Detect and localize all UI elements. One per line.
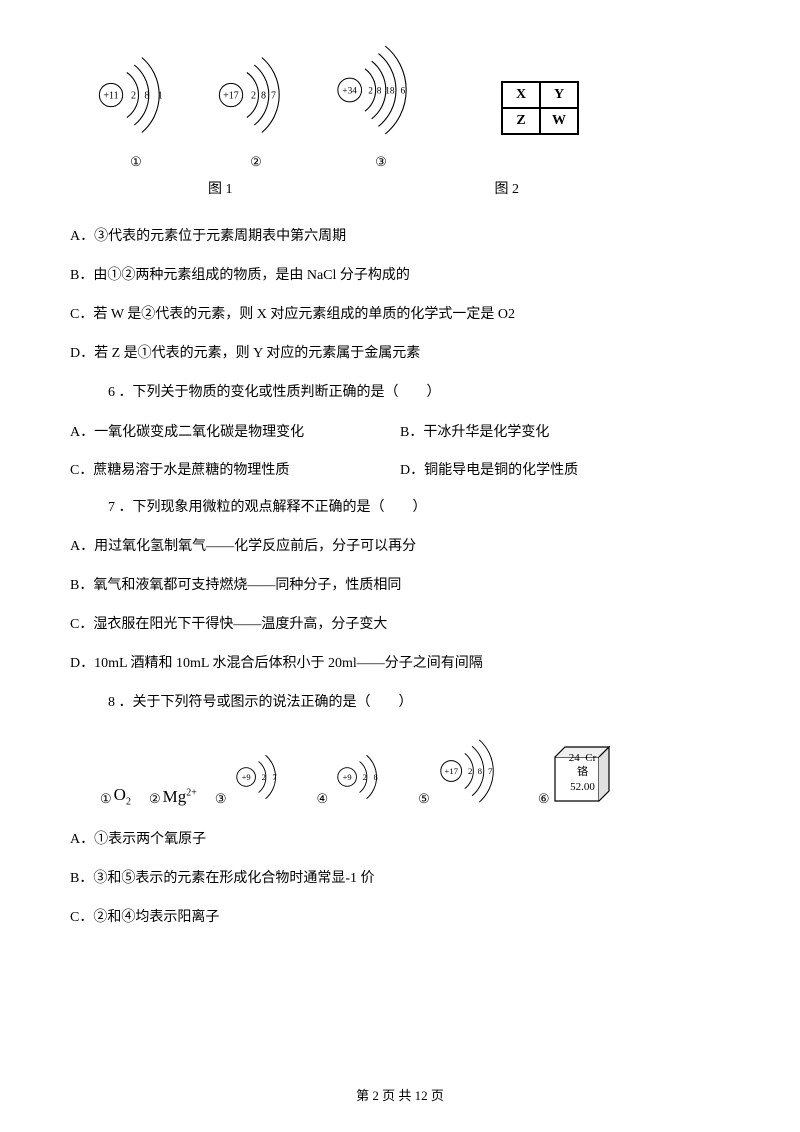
- grid-x: X: [502, 82, 540, 108]
- svg-text:7: 7: [488, 766, 493, 776]
- element-box: 24 Cr 铬 52.00: [551, 745, 613, 807]
- q6-stem: 6 ．下列关于物质的变化或性质判断正确的是（ ）: [108, 382, 730, 403]
- q5-opt-a: A．③代表的元素位于元素周期表中第六周期: [70, 226, 730, 247]
- svg-text:8: 8: [144, 90, 149, 101]
- q6-row1: A．一氧化碳变成二氧化碳是物理变化 B．干冰升华是化学变化: [70, 421, 730, 441]
- q5-opt-c: C．若 W 是②代表的元素，则 X 对应元素组成的单质的化学式一定是 O2: [70, 304, 730, 325]
- figure-1-row: +11 2 8 1 ① +17 2 8 7 ② +34 2: [86, 35, 730, 170]
- svg-text:8: 8: [377, 86, 382, 96]
- svg-text:+34: +34: [342, 86, 357, 96]
- svg-text:2: 2: [131, 90, 136, 101]
- atom-2-label: ②: [206, 154, 306, 170]
- q6-opt-d: D．铜能导电是铜的化学性质: [400, 459, 730, 479]
- q7-opt-b: B．氧气和液氧都可支持燃烧——同种分子，性质相同: [70, 575, 730, 596]
- atom-1-label: ①: [86, 154, 186, 170]
- q8-item-6: ⑥ 24 Cr 铬 52.00: [538, 745, 614, 807]
- svg-text:8: 8: [261, 90, 266, 101]
- q8-item-1: ① O2: [100, 785, 131, 807]
- caption-2: 图 2: [495, 178, 520, 198]
- nucleus-1: +11: [103, 90, 118, 101]
- figure-captions: 图 1 图 2: [136, 178, 656, 198]
- q8-item-3: ③ +9 2 7: [215, 747, 299, 807]
- svg-text:+9: +9: [241, 772, 250, 782]
- q6-opt-a: A．一氧化碳变成二氧化碳是物理变化: [70, 421, 400, 441]
- q8-item-2: ② Mg2+: [149, 787, 197, 807]
- svg-text:+17: +17: [444, 766, 458, 776]
- q6-opt-b: B．干冰升华是化学变化: [400, 421, 730, 441]
- q5-opt-d: D．若 Z 是①代表的元素，则 Y 对应的元素属于金属元素: [70, 343, 730, 364]
- q8-opt-a: A．①表示两个氧原子: [70, 829, 730, 850]
- svg-text:18: 18: [385, 86, 395, 96]
- grid-w: W: [540, 108, 578, 134]
- svg-text:6: 6: [400, 86, 405, 96]
- q8-item-4: ④ +9 2 8: [317, 747, 401, 807]
- svg-text:7: 7: [272, 772, 277, 782]
- svg-text:7: 7: [271, 90, 276, 101]
- svg-text:2: 2: [468, 766, 472, 776]
- q8-item-5: ⑤ +17 2 8 7: [418, 735, 520, 807]
- grid-z: Z: [502, 108, 540, 134]
- q8-opt-b: B．③和⑤表示的元素在形成化合物时通常显-1 价: [70, 868, 730, 889]
- q8-opt-c: C．②和④均表示阳离子: [70, 907, 730, 928]
- svg-text:2: 2: [261, 772, 265, 782]
- svg-text:2: 2: [363, 772, 367, 782]
- page-footer: 第 2 页 共 12 页: [0, 1085, 800, 1104]
- periodic-grid: X Y Z W: [501, 81, 579, 135]
- svg-text:1: 1: [158, 90, 163, 101]
- atom-2: +17 2 8 7 ②: [206, 45, 306, 170]
- q7-opt-d: D．10mL 酒精和 10mL 水混合后体积小于 20ml——分子之间有间隔: [70, 653, 730, 674]
- grid-y: Y: [540, 82, 578, 108]
- q6-row2: C．蔗糖易溶于水是蔗糖的物理性质 D．铜能导电是铜的化学性质: [70, 459, 730, 479]
- svg-text:+9: +9: [343, 772, 352, 782]
- svg-text:+17: +17: [223, 90, 239, 101]
- svg-text:8: 8: [477, 766, 482, 776]
- svg-text:2: 2: [251, 90, 256, 101]
- q8-figure-row: ① O2 ② Mg2+ ③ +9 2 7 ④ +9 2 8: [100, 735, 730, 807]
- q7-opt-a: A．用过氧化氢制氧气——化学反应前后，分子可以再分: [70, 536, 730, 557]
- atom-3: +34 2 8 18 6 ③: [326, 35, 436, 170]
- q7-stem: 7 ．下列现象用微粒的观点解释不正确的是（ ）: [108, 497, 730, 518]
- q8-stem: 8 ．关于下列符号或图示的说法正确的是（ ）: [108, 692, 730, 713]
- atom-3-label: ③: [326, 154, 436, 170]
- q7-opt-c: C．湿衣服在阳光下干得快——温度升高，分子变大: [70, 614, 730, 635]
- svg-text:2: 2: [368, 86, 373, 96]
- q5-opt-b: B．由①②两种元素组成的物质，是由 NaCl 分子构成的: [70, 265, 730, 286]
- q6-opt-c: C．蔗糖易溶于水是蔗糖的物理性质: [70, 459, 400, 479]
- caption-1: 图 1: [208, 178, 233, 198]
- atom-1: +11 2 8 1 ①: [86, 45, 186, 170]
- svg-text:8: 8: [374, 772, 378, 782]
